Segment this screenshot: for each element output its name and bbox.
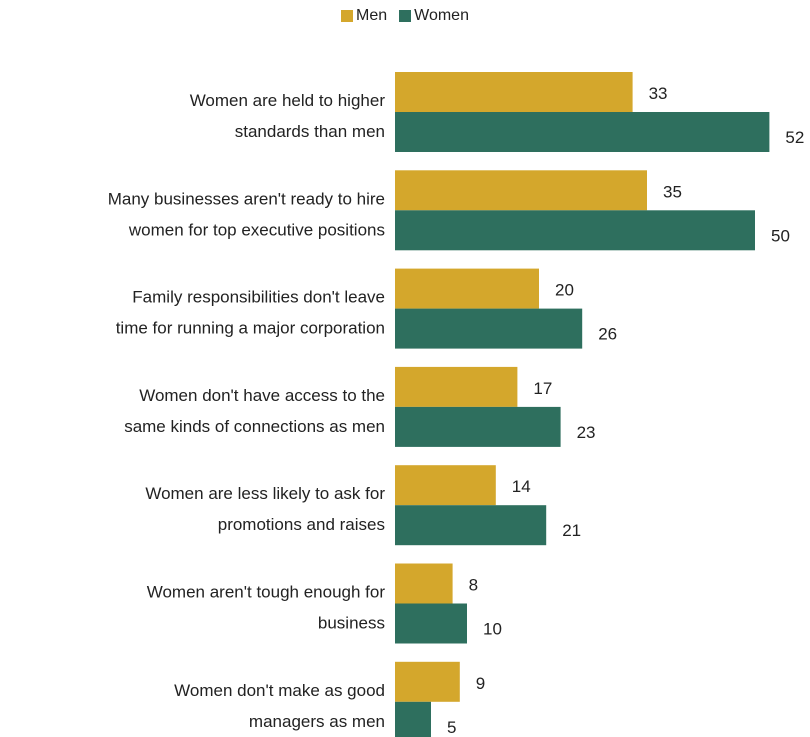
value-label-men: 35	[663, 182, 682, 201]
value-label-women: 52	[785, 128, 804, 147]
category-label: Women don't make as good managers as men	[174, 681, 385, 731]
bar-men	[395, 72, 633, 112]
legend-item-women: Women	[399, 7, 469, 25]
value-label-women: 5	[447, 718, 456, 737]
legend-swatch-men	[341, 10, 354, 22]
value-label-men: 14	[512, 477, 531, 496]
value-label-men: 9	[476, 674, 485, 693]
value-label-men: 33	[649, 84, 668, 103]
category-label: Family responsibilities don't leave time …	[116, 288, 385, 338]
category-label-line: Many businesses aren't ready to hire	[108, 189, 385, 208]
category-label: Women don't have access to the same kinds…	[124, 386, 385, 436]
legend-label-women: Women	[414, 7, 469, 24]
bar-men	[395, 661, 460, 702]
category-label-line: same kinds of connections as men	[124, 417, 385, 436]
value-label-men: 20	[555, 281, 574, 300]
bar-men	[395, 170, 647, 211]
category-label-line: Women are held to higher	[190, 91, 386, 110]
value-label-men: 17	[533, 379, 552, 398]
category-label-line: Women don't have access to the	[139, 386, 385, 405]
value-label-men: 8	[469, 576, 478, 595]
legend-item-men: Men	[341, 7, 387, 25]
category-label-line: Women are less likely to ask for	[145, 484, 385, 503]
chart-legend: Men Women	[0, 7, 810, 25]
category-label-line: managers as men	[249, 712, 385, 731]
bar-women	[395, 701, 431, 737]
category-label: Women are less likely to ask for promotio…	[145, 484, 385, 534]
bar-men	[395, 366, 518, 407]
bar-women	[395, 603, 467, 644]
category-label: Many businesses aren't ready to hire wome…	[108, 189, 385, 239]
category-label-line: time for running a major corporation	[116, 319, 385, 338]
value-label-women: 26	[598, 325, 617, 344]
bar-women	[395, 406, 561, 447]
value-label-women: 10	[483, 620, 502, 639]
legend-label-men: Men	[356, 7, 388, 24]
bar-women	[395, 308, 583, 349]
category-label: Women aren't tough enough for business	[147, 583, 386, 633]
bar-women	[395, 505, 547, 546]
category-label-line: Family responsibilities don't leave	[132, 288, 385, 307]
bar-women	[395, 210, 755, 251]
category-label-line: Women don't make as good	[174, 681, 385, 700]
bar-men	[395, 268, 539, 309]
bar-women	[395, 112, 770, 152]
category-label-line: standards than men	[235, 122, 385, 141]
value-label-women: 23	[577, 423, 596, 442]
bar-men	[395, 563, 453, 604]
value-label-women: 50	[771, 226, 790, 245]
category-label-line: Women aren't tough enough for	[147, 583, 386, 602]
category-label-line: business	[318, 614, 385, 633]
category-label-line: women for top executive positions	[128, 220, 385, 239]
category-label: Women are held to higher standards than m…	[190, 91, 386, 141]
legend-swatch-women	[399, 10, 412, 22]
value-label-women: 21	[562, 521, 581, 540]
bar-men	[395, 465, 496, 506]
category-label-line: promotions and raises	[218, 515, 385, 534]
